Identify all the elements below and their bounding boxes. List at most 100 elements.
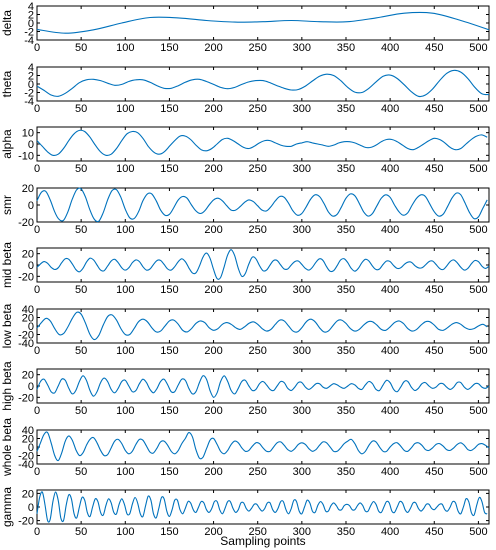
x-tick-label: 350 bbox=[337, 103, 355, 115]
series-line-whole-beta bbox=[36, 431, 490, 462]
x-tick-label: 250 bbox=[249, 466, 267, 478]
y-tick-label: -2 bbox=[24, 27, 34, 39]
x-tick-label: 150 bbox=[160, 103, 178, 115]
panel-high-beta: 0 50 100 150 200 250 300 350 400 450 500-20020high… bbox=[0, 361, 490, 417]
y-tick-label: 4 bbox=[28, 62, 34, 74]
x-tick-label: 100 bbox=[116, 466, 134, 478]
series-line-smr bbox=[36, 187, 488, 223]
y-tick-label: 40 bbox=[22, 304, 34, 316]
x-tick-label: 0 bbox=[34, 42, 40, 54]
x-tick-label: 200 bbox=[204, 163, 222, 175]
y-tick-label: -20 bbox=[18, 330, 34, 342]
x-tick-label: 150 bbox=[160, 345, 178, 357]
x-tick-label: 0 bbox=[34, 466, 40, 478]
x-tick-label: 200 bbox=[204, 405, 222, 417]
y-tick-label: 20 bbox=[22, 313, 34, 325]
series-line-mid-beta bbox=[36, 249, 490, 280]
x-tick-label: 300 bbox=[293, 224, 311, 236]
panel-theta: 0 50 100 150 200 250 300 350 400 450 500-4-2024the… bbox=[0, 62, 490, 115]
x-tick-label: 300 bbox=[293, 345, 311, 357]
x-tick-label: 150 bbox=[160, 526, 178, 538]
x-tick-label: 0 bbox=[34, 284, 40, 296]
y-tick-label: 0 bbox=[28, 139, 34, 151]
x-tick-label: 50 bbox=[75, 224, 87, 236]
x-tick-label: 350 bbox=[337, 345, 355, 357]
x-tick-label: 400 bbox=[381, 345, 399, 357]
axes-box bbox=[36, 126, 490, 162]
y-axis-label: low beta bbox=[0, 303, 14, 348]
x-tick-label: 350 bbox=[337, 405, 355, 417]
x-tick-label: 500 bbox=[469, 466, 487, 478]
y-tick-label: 0 bbox=[28, 79, 34, 91]
y-tick-label: 20 bbox=[22, 183, 34, 195]
series-line-theta bbox=[36, 69, 490, 98]
x-tick-label: 50 bbox=[75, 42, 87, 54]
x-tick-label: 250 bbox=[249, 163, 267, 175]
panel-low-beta: 0 50 100 150 200 250 300 350 400 450 500-40-200204… bbox=[0, 303, 490, 357]
x-tick-label: 200 bbox=[204, 345, 222, 357]
x-tick-label: 100 bbox=[116, 103, 134, 115]
x-tick-label: 500 bbox=[469, 345, 487, 357]
series-line-low-beta bbox=[36, 311, 488, 341]
y-axis-label: gamma bbox=[0, 487, 14, 527]
y-tick-label: -10 bbox=[18, 150, 34, 162]
series-line-delta bbox=[36, 11, 490, 34]
x-tick-label: 500 bbox=[469, 103, 487, 115]
y-tick-label: -20 bbox=[18, 451, 34, 463]
x-tick-label: 300 bbox=[293, 526, 311, 538]
x-tick-label: 400 bbox=[381, 284, 399, 296]
x-tick-label: 250 bbox=[249, 42, 267, 54]
x-tick-label: 450 bbox=[425, 42, 443, 54]
y-tick-label: -2 bbox=[24, 88, 34, 100]
x-tick-label: 500 bbox=[469, 224, 487, 236]
x-tick-label: 200 bbox=[204, 526, 222, 538]
x-tick-label: 400 bbox=[381, 405, 399, 417]
x-tick-label: 150 bbox=[160, 224, 178, 236]
y-tick-label: 20 bbox=[22, 249, 34, 261]
x-tick-label: 450 bbox=[425, 405, 443, 417]
x-tick-label: 50 bbox=[75, 345, 87, 357]
panel-whole-beta: 0 50 100 150 200 250 300 350 400 450 500-40-200204… bbox=[0, 418, 490, 478]
x-tick-label: 300 bbox=[293, 466, 311, 478]
x-axis-label: Sampling points bbox=[220, 534, 305, 548]
y-tick-label: 0 bbox=[28, 18, 34, 30]
x-tick-label: 0 bbox=[34, 526, 40, 538]
x-tick-label: 50 bbox=[75, 284, 87, 296]
axes-box bbox=[36, 368, 490, 404]
x-tick-label: 450 bbox=[425, 526, 443, 538]
x-tick-label: 300 bbox=[293, 163, 311, 175]
x-tick-label: 100 bbox=[116, 284, 134, 296]
x-tick-label: 150 bbox=[160, 42, 178, 54]
x-tick-label: 250 bbox=[249, 103, 267, 115]
y-axis-label: smr bbox=[0, 195, 14, 215]
x-tick-label: 150 bbox=[160, 284, 178, 296]
x-tick-label: 450 bbox=[425, 345, 443, 357]
x-tick-label: 300 bbox=[293, 405, 311, 417]
y-tick-label: 2 bbox=[28, 10, 34, 22]
x-tick-label: 100 bbox=[116, 224, 134, 236]
y-axis-label: mid beta bbox=[0, 242, 14, 288]
y-axis-label: whole beta bbox=[0, 418, 14, 477]
x-tick-label: 50 bbox=[75, 103, 87, 115]
x-tick-label: 150 bbox=[160, 163, 178, 175]
x-tick-label: 0 bbox=[34, 345, 40, 357]
y-tick-label: 20 bbox=[22, 434, 34, 446]
y-tick-label: -20 bbox=[18, 271, 34, 283]
x-tick-label: 450 bbox=[425, 466, 443, 478]
x-tick-label: 300 bbox=[293, 42, 311, 54]
x-tick-label: 200 bbox=[204, 42, 222, 54]
y-tick-label: 2 bbox=[28, 71, 34, 83]
y-tick-label: -20 bbox=[18, 516, 34, 528]
panel-alpha: 0 50 100 150 200 250 300 350 400 450 500-10010alph… bbox=[0, 126, 490, 175]
axes-box bbox=[36, 66, 490, 102]
axes-box bbox=[36, 429, 490, 465]
y-tick-label: 20 bbox=[22, 370, 34, 382]
x-tick-label: 500 bbox=[469, 526, 487, 538]
x-tick-label: 350 bbox=[337, 526, 355, 538]
y-axis-label: theta bbox=[0, 70, 14, 97]
x-tick-label: 500 bbox=[469, 284, 487, 296]
x-tick-label: 100 bbox=[116, 163, 134, 175]
x-tick-label: 0 bbox=[34, 405, 40, 417]
x-tick-label: 300 bbox=[293, 284, 311, 296]
x-tick-label: 350 bbox=[337, 42, 355, 54]
